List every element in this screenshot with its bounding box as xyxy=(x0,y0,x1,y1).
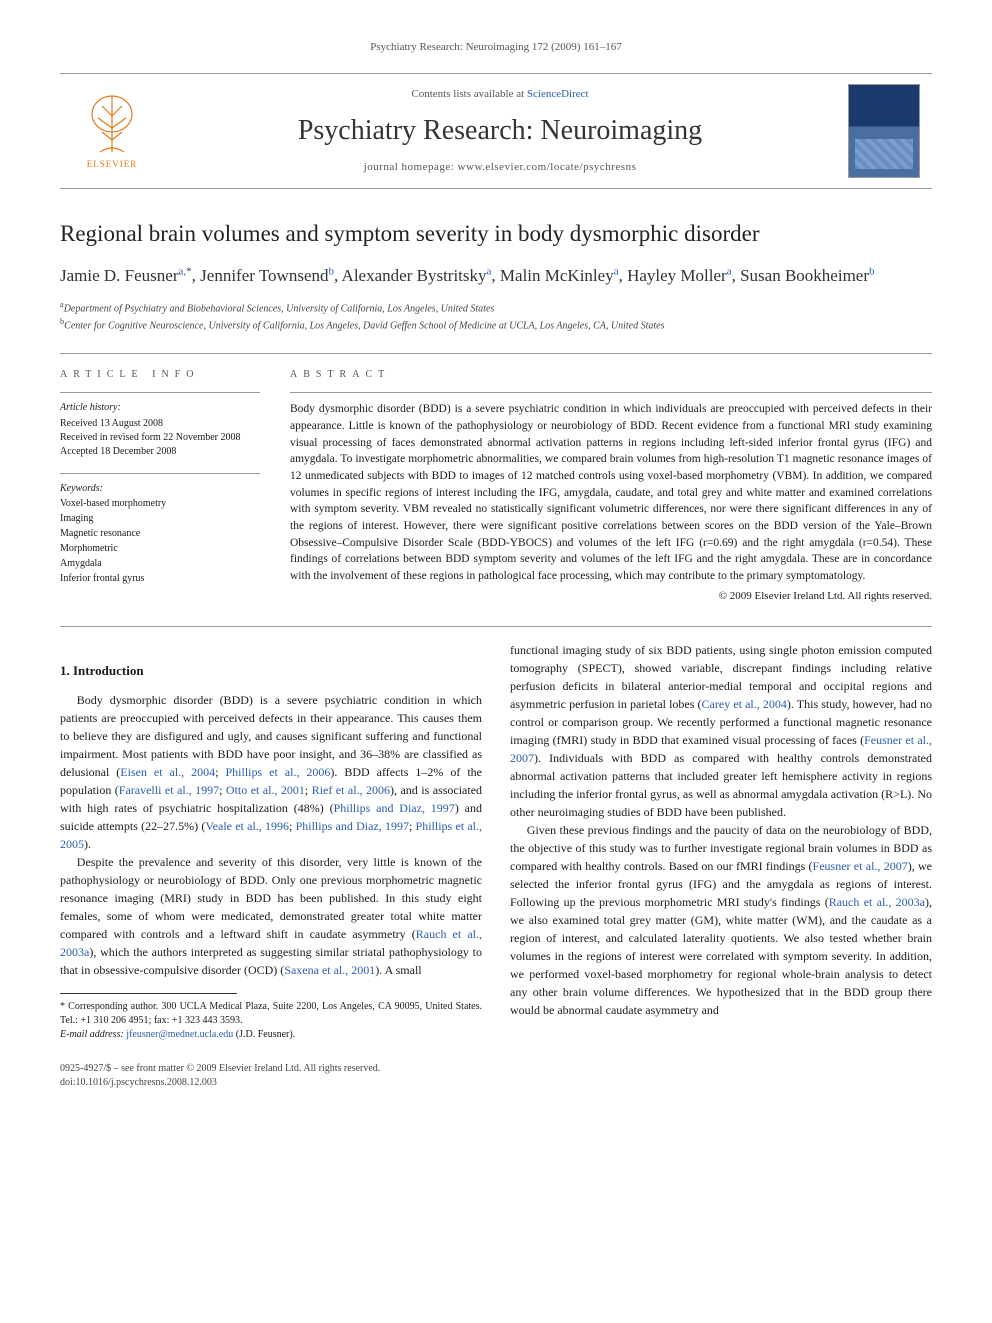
info-abstract-row: ARTICLE INFO Article history: Received 1… xyxy=(60,368,932,604)
info-rule-2 xyxy=(60,473,260,474)
intro-para-2a: Despite the prevalence and severity of t… xyxy=(60,853,482,979)
abstract-text: Body dysmorphic disorder (BDD) is a seve… xyxy=(290,401,932,584)
abstract-rule xyxy=(290,392,932,393)
keyword: Amygdala xyxy=(60,557,260,571)
intro-para-2b: functional imaging study of six BDD pati… xyxy=(510,641,932,821)
keyword: Voxel-based morphometry xyxy=(60,497,260,511)
intro-para-3: Given these previous findings and the pa… xyxy=(510,821,932,1019)
keywords-block: Keywords: Voxel-based morphometry Imagin… xyxy=(60,482,260,586)
section-1-heading: 1. Introduction xyxy=(60,661,482,681)
divider-bottom xyxy=(60,626,932,627)
affiliation-b: bCenter for Cognitive Neuroscience, Univ… xyxy=(60,316,932,333)
history-accepted: Accepted 18 December 2008 xyxy=(60,445,260,459)
footnotes: * Corresponding author. 300 UCLA Medical… xyxy=(60,1000,482,1042)
doi-line: doi:10.1016/j.pscychresns.2008.12.003 xyxy=(60,1076,932,1090)
running-header: Psychiatry Research: Neuroimaging 172 (2… xyxy=(60,40,932,55)
elsevier-label: ELSEVIER xyxy=(87,158,138,171)
email-line: E-mail address: jfeusner@mednet.ucla.edu… xyxy=(60,1028,482,1042)
article-info-column: ARTICLE INFO Article history: Received 1… xyxy=(60,368,260,604)
history-received: Received 13 August 2008 xyxy=(60,417,260,431)
keyword: Imaging xyxy=(60,512,260,526)
issn-line: 0925-4927/$ – see front matter © 2009 El… xyxy=(60,1062,932,1076)
keyword: Morphometric xyxy=(60,542,260,556)
footnote-separator xyxy=(60,993,237,994)
corresponding-author-note: * Corresponding author. 300 UCLA Medical… xyxy=(60,1000,482,1028)
journal-banner: ELSEVIER Contents lists available at Sci… xyxy=(60,73,932,189)
article-title: Regional brain volumes and symptom sever… xyxy=(60,219,932,249)
abstract-copyright: © 2009 Elsevier Ireland Ltd. All rights … xyxy=(290,589,932,604)
intro-para-1: Body dysmorphic disorder (BDD) is a seve… xyxy=(60,691,482,853)
journal-homepage: journal homepage: www.elsevier.com/locat… xyxy=(152,160,848,175)
email-label: E-mail address: xyxy=(60,1029,124,1040)
abstract-column: ABSTRACT Body dysmorphic disorder (BDD) … xyxy=(290,368,932,604)
email-suffix: (J.D. Feusner). xyxy=(236,1029,295,1040)
journal-title: Psychiatry Research: Neuroimaging xyxy=(152,111,848,150)
history-label: Article history: xyxy=(60,401,260,415)
contents-prefix: Contents lists available at xyxy=(411,88,526,100)
article-history: Article history: Received 13 August 2008… xyxy=(60,401,260,459)
keyword: Inferior frontal gyrus xyxy=(60,572,260,586)
corresponding-email-link[interactable]: jfeusner@mednet.ucla.edu xyxy=(126,1029,233,1040)
sciencedirect-link[interactable]: ScienceDirect xyxy=(527,88,589,100)
author-list: Jamie D. Feusnera,*, Jennifer Townsendb,… xyxy=(60,263,932,289)
elsevier-tree-icon xyxy=(84,92,140,156)
journal-cover-thumbnail xyxy=(848,84,920,178)
abstract-heading: ABSTRACT xyxy=(290,368,932,382)
affiliations: aDepartment of Psychiatry and Biobehavio… xyxy=(60,299,932,334)
history-revised: Received in revised form 22 November 200… xyxy=(60,431,260,445)
page-footer: 0925-4927/$ – see front matter © 2009 El… xyxy=(60,1062,932,1090)
elsevier-logo: ELSEVIER xyxy=(72,86,152,176)
contents-available-line: Contents lists available at ScienceDirec… xyxy=(152,87,848,102)
keyword: Magnetic resonance xyxy=(60,527,260,541)
affiliation-a: aDepartment of Psychiatry and Biobehavio… xyxy=(60,299,932,316)
body-two-column: 1. Introduction Body dysmorphic disorder… xyxy=(60,641,932,1042)
article-info-heading: ARTICLE INFO xyxy=(60,368,260,382)
banner-center: Contents lists available at ScienceDirec… xyxy=(152,87,848,175)
divider-top xyxy=(60,353,932,354)
keywords-label: Keywords: xyxy=(60,482,260,496)
info-rule-1 xyxy=(60,392,260,393)
